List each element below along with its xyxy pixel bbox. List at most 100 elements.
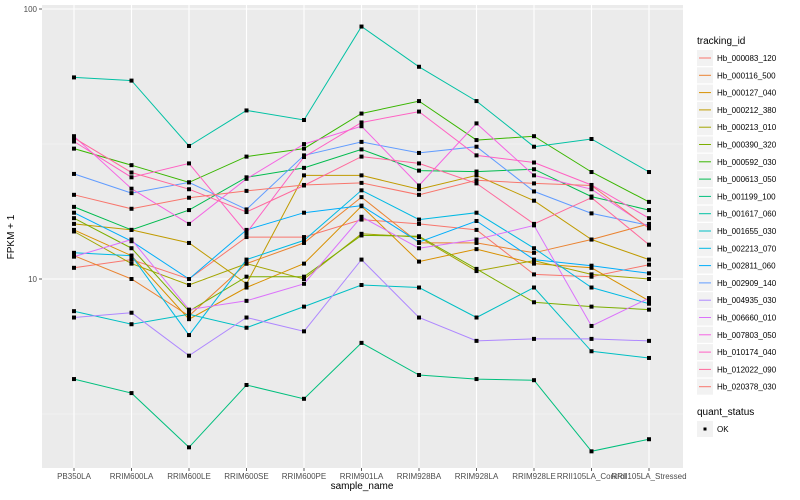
data-point-Hb_000127_040: [589, 265, 594, 270]
data-point-Hb_002213_070: [532, 246, 536, 251]
data-point-Hb_000613_050: [417, 168, 421, 173]
data-point-Hb_004935_030: [187, 353, 191, 358]
data-point-Hb_001655_030: [417, 285, 421, 290]
legend-label: Hb_020378_030: [717, 383, 777, 392]
data-point-Hb_001199_100: [647, 437, 651, 442]
data-point-Hb_000390_320: [359, 233, 364, 238]
data-point-Hb_000116_500: [129, 277, 134, 281]
legend-label: Hb_000613_050: [717, 175, 777, 184]
data-point-Hb_007803_050: [532, 173, 536, 178]
data-point-Hb_010174_040: [129, 175, 134, 180]
data-point-Hb_000592_030: [129, 163, 134, 168]
data-point-Hb_000212_380: [647, 257, 651, 262]
data-point-Hb_004935_030: [417, 315, 421, 320]
x-tick-label: RRIM600LA: [110, 472, 154, 481]
data-point-Hb_002811_060: [302, 210, 306, 215]
data-point-Hb_001655_030: [72, 309, 76, 314]
x-tick-label: RRIM901LA: [340, 472, 384, 481]
data-point-Hb_002811_060: [244, 227, 249, 232]
data-point-Hb_004935_030: [302, 329, 306, 334]
data-point-Hb_000212_380: [302, 173, 306, 178]
legend-label: Hb_002213_070: [717, 244, 777, 253]
data-point-Hb_020378_030: [474, 178, 479, 183]
data-point-Hb_000213_010: [647, 277, 651, 281]
data-point-Hb_002811_060: [474, 218, 479, 223]
data-point-Hb_001655_030: [532, 285, 536, 290]
data-point-Hb_000212_380: [244, 281, 249, 286]
data-point-Hb_004935_030: [72, 315, 76, 320]
data-point-Hb_002811_060: [359, 203, 364, 208]
data-point-Hb_000083_120: [532, 272, 536, 277]
data-point-Hb_000592_030: [359, 111, 364, 116]
data-point-Hb_000127_040: [187, 317, 191, 322]
data-point-Hb_001655_030: [129, 322, 134, 327]
data-point-Hb_002213_070: [244, 257, 249, 262]
data-point-Hb_012022_090: [187, 187, 191, 192]
data-point-Hb_010174_040: [474, 153, 479, 158]
data-point-Hb_004935_030: [647, 338, 651, 343]
data-point-Hb_002909_140: [129, 191, 134, 196]
data-point-Hb_000390_320: [244, 274, 249, 279]
data-point-Hb_020378_030: [359, 180, 364, 185]
legend-label: Hb_012022_090: [717, 365, 777, 374]
x-tick-label: RRII105LA_Stressed: [611, 472, 686, 481]
data-point-Hb_001199_100: [589, 449, 594, 454]
data-point-Hb_001655_030: [589, 349, 594, 354]
data-point-Hb_000390_320: [129, 246, 134, 251]
data-point-Hb_020378_030: [72, 192, 76, 197]
data-point-Hb_002213_070: [647, 301, 651, 306]
data-point-Hb_002213_070: [72, 250, 76, 255]
data-point-Hb_000213_010: [129, 261, 134, 266]
data-point-Hb_002213_070: [474, 210, 479, 215]
data-point-Hb_000127_040: [244, 285, 249, 290]
data-point-Hb_000127_040: [474, 247, 479, 252]
data-point-Hb_000083_120: [244, 235, 249, 240]
data-point-Hb_007803_050: [417, 183, 421, 188]
data-point-Hb_006660_010: [244, 298, 249, 303]
data-point-Hb_002811_060: [532, 257, 536, 262]
data-point-Hb_002811_060: [187, 277, 191, 281]
legend-label: Hb_007803_050: [717, 331, 777, 340]
data-point-Hb_002811_060: [647, 271, 651, 276]
data-point-Hb_002909_140: [187, 180, 191, 185]
data-point-Hb_000213_010: [589, 272, 594, 277]
data-point-Hb_012022_090: [72, 135, 76, 140]
data-point-Hb_000592_030: [532, 134, 536, 139]
data-point-Hb_002811_060: [589, 263, 594, 268]
data-point-Hb_000213_010: [302, 277, 306, 281]
legend-label: Hb_000592_030: [717, 158, 777, 167]
data-point-Hb_000613_050: [532, 167, 536, 172]
data-point-Hb_000212_380: [589, 237, 594, 242]
data-point-Hb_001655_030: [474, 315, 479, 320]
data-point-Hb_000083_120: [474, 227, 479, 232]
data-point-Hb_012022_090: [244, 210, 249, 215]
data-point-Hb_002909_140: [359, 139, 364, 144]
data-point-Hb_004935_030: [532, 336, 536, 341]
data-point-Hb_000083_120: [647, 262, 651, 267]
data-point-Hb_012022_090: [589, 195, 594, 200]
data-point-Hb_000083_120: [302, 235, 306, 240]
data-point-Hb_000116_500: [474, 240, 479, 245]
data-point-Hb_000127_040: [532, 261, 536, 266]
data-point-Hb_012022_090: [359, 154, 364, 159]
y-tick-label: 10: [28, 275, 37, 284]
legend-label: Hb_004935_030: [717, 296, 777, 305]
data-point-Hb_001617_060: [359, 24, 364, 29]
data-point-Hb_004935_030: [244, 315, 249, 320]
data-point-Hb_001199_100: [187, 445, 191, 450]
data-point-Hb_000613_050: [72, 204, 76, 209]
data-point-Hb_006660_010: [187, 307, 191, 312]
data-point-Hb_000390_320: [474, 266, 479, 271]
legend-label: Hb_002909_140: [717, 279, 777, 288]
data-point-Hb_001199_100: [417, 373, 421, 378]
legend-label: Hb_001617_060: [717, 210, 777, 219]
y-axis: 10 100: [24, 5, 42, 284]
data-point-Hb_000613_050: [302, 165, 306, 170]
x-tick-label: RRIM600LE: [167, 472, 211, 481]
data-point-Hb_002213_070: [359, 188, 364, 193]
data-point-Hb_000083_120: [589, 274, 594, 279]
data-point-Hb_000083_120: [417, 221, 421, 226]
data-point-Hb_000212_380: [359, 173, 364, 178]
data-point-Hb_020378_030: [302, 182, 306, 187]
data-point-Hb_000083_120: [129, 257, 134, 262]
